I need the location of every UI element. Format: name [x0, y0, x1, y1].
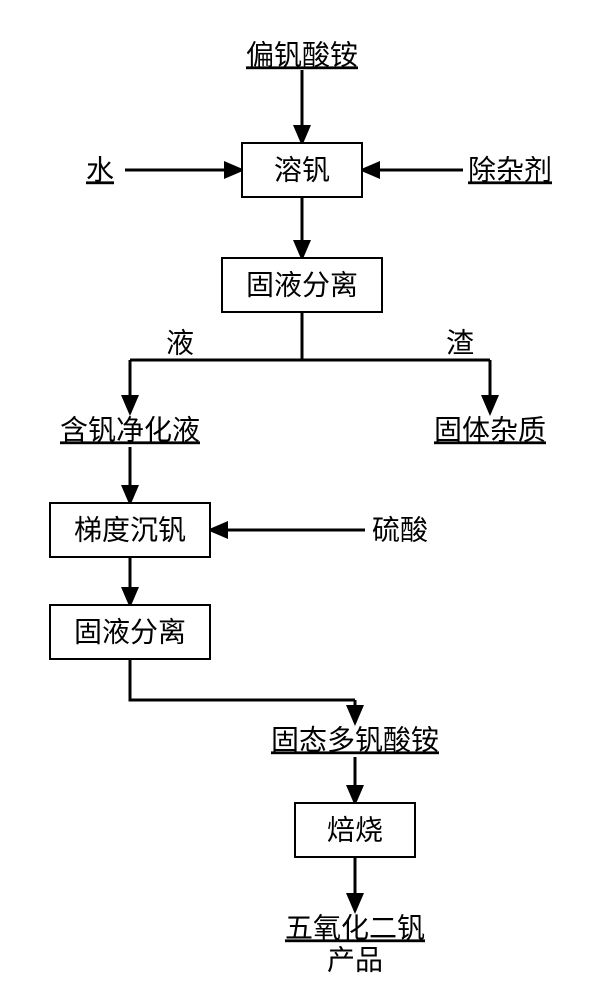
node-sep2: 固液分离 — [50, 605, 210, 659]
flowchart-nodes: 偏钒酸铵水除杂剂溶钒固液分离液渣含钒净化液固体杂质梯度沉钒硫酸固液分离固态多钒酸… — [50, 39, 552, 975]
node-label-dissolve: 溶钒 — [274, 154, 330, 185]
node-label-polyAmm: 固态多钒酸铵 — [271, 724, 439, 755]
node-polyAmm: 固态多钒酸铵 — [271, 724, 439, 755]
node-label-h2so4: 硫酸 — [372, 514, 428, 545]
node-label-roast: 焙烧 — [327, 814, 383, 845]
node-h2so4: 硫酸 — [372, 514, 428, 545]
node-sep1: 固液分离 — [222, 258, 382, 312]
node-impRemover: 除杂剂 — [468, 154, 552, 185]
node-label-sep1: 固液分离 — [246, 269, 358, 300]
node-water: 水 — [86, 154, 114, 185]
edge-seg-sep1-purified — [130, 312, 302, 360]
node-label-liq: 液 — [166, 327, 194, 358]
node-start: 偏钒酸铵 — [246, 39, 358, 70]
node-label-product1: 五氧化二钒 — [285, 912, 425, 943]
node-label-water: 水 — [86, 154, 114, 185]
edge-seg-sep2-polyAmm — [130, 659, 355, 700]
node-purified: 含钒净化液 — [60, 414, 200, 445]
node-label-start: 偏钒酸铵 — [246, 39, 358, 70]
node-label-solidImp: 固体杂质 — [434, 414, 546, 445]
node-slag: 渣 — [446, 327, 474, 358]
node-solidImp: 固体杂质 — [434, 414, 546, 445]
node-gradPrec: 梯度沉钒 — [50, 503, 210, 557]
node-dissolve: 溶钒 — [242, 143, 362, 197]
node-label-impRemover: 除杂剂 — [468, 154, 552, 185]
node-liq: 液 — [166, 327, 194, 358]
node-roast: 焙烧 — [295, 803, 415, 857]
node-label-sep2: 固液分离 — [74, 616, 186, 647]
node-label-gradPrec: 梯度沉钒 — [74, 514, 186, 545]
node-label-purified: 含钒净化液 — [60, 414, 200, 445]
node-label-product2: 产品 — [327, 944, 383, 975]
node-product2: 产品 — [327, 944, 383, 975]
node-product1: 五氧化二钒 — [285, 912, 425, 943]
node-label-slag: 渣 — [446, 327, 474, 358]
